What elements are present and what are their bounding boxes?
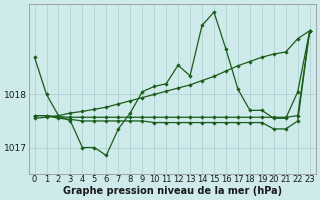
X-axis label: Graphe pression niveau de la mer (hPa): Graphe pression niveau de la mer (hPa) [62, 186, 282, 196]
